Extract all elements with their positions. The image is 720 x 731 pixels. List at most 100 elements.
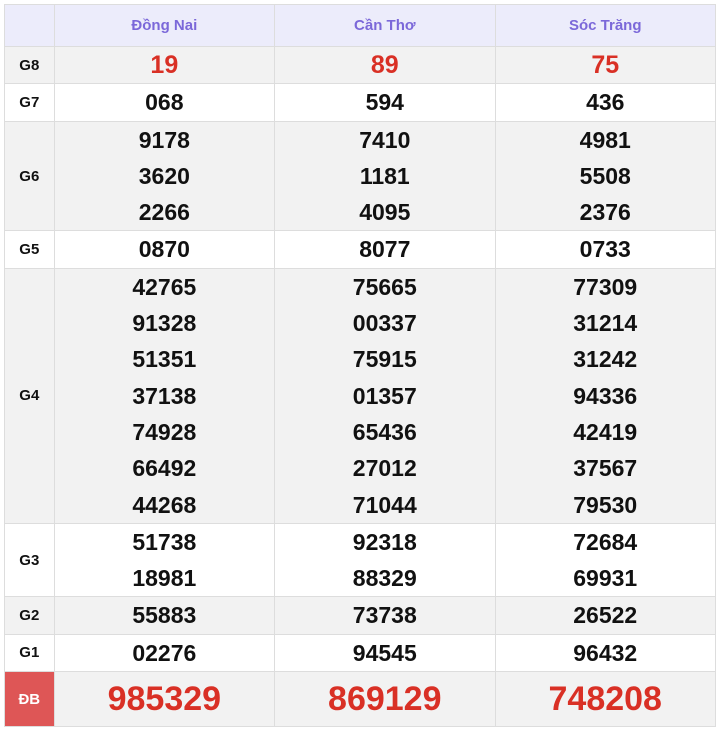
- result-number: 02276: [132, 639, 197, 666]
- result-cell: 748208: [494, 671, 717, 728]
- result-number: 7410: [359, 126, 411, 153]
- result-number: 3620: [138, 162, 190, 189]
- result-number: 37567: [573, 455, 638, 482]
- prize-row-g7: G7 068 594 436: [4, 83, 717, 122]
- result-number: 79530: [573, 491, 638, 518]
- result-cell: 89: [274, 45, 496, 85]
- prize-label: G3: [4, 522, 55, 598]
- result-number: 0733: [579, 236, 631, 263]
- result-number: 42419: [573, 418, 638, 445]
- result-number: 4981: [579, 126, 631, 153]
- result-number: 31242: [573, 346, 638, 373]
- result-number: 26522: [573, 602, 638, 629]
- result-number: 91328: [132, 310, 197, 337]
- prize-row-g2: G2 55883 73738 26522: [4, 596, 717, 635]
- result-number: 0870: [138, 236, 190, 263]
- result-number: 01357: [352, 382, 417, 409]
- result-number: 44268: [132, 491, 197, 518]
- result-number: 77309: [573, 273, 638, 300]
- result-number: 88329: [352, 565, 417, 592]
- result-cell: 72684 69931: [494, 522, 717, 598]
- result-number: 96432: [573, 639, 638, 666]
- result-number: 89: [370, 51, 399, 79]
- prize-row-g4: G4 42765 91328 51351 37138 74928 66492 44268 756…: [4, 267, 717, 524]
- result-cell: 068: [53, 83, 276, 122]
- result-number: 94336: [573, 382, 638, 409]
- result-cell: 0733: [494, 230, 717, 269]
- prize-label: G7: [4, 83, 55, 122]
- result-number: 75915: [352, 346, 417, 373]
- result-number: 869129: [328, 680, 442, 719]
- result-cell: 75: [494, 45, 717, 85]
- result-number: 748208: [548, 680, 662, 719]
- result-cell: 92318 88329: [274, 522, 496, 598]
- prize-label: G1: [4, 633, 55, 673]
- result-number: 436: [586, 89, 625, 116]
- province-header: Cần Thơ: [274, 4, 496, 47]
- result-number: 92318: [352, 528, 417, 555]
- result-number: 27012: [352, 455, 417, 482]
- corner-cell: [4, 4, 55, 47]
- result-number: 73738: [352, 602, 417, 629]
- result-cell: 4981 5508 2376: [494, 120, 717, 232]
- result-number: 1181: [359, 162, 410, 189]
- result-number: 00337: [352, 310, 417, 337]
- result-cell: 436: [494, 83, 717, 122]
- result-number: 51738: [132, 528, 197, 555]
- result-number: 71044: [352, 491, 417, 518]
- result-number: 65436: [352, 418, 417, 445]
- result-cell: 94545: [274, 633, 496, 673]
- prize-row-g5: G5 0870 8077 0733: [4, 230, 717, 269]
- result-number: 75: [591, 51, 620, 79]
- result-number: 2376: [579, 199, 631, 226]
- prize-row-g3: G3 51738 18981 92318 88329 72684 69931: [4, 522, 717, 598]
- lottery-results-table: Đồng Nai Cần Thơ Sóc Trăng G8 19 89 75 G7 068…: [4, 4, 717, 728]
- result-cell: 96432: [494, 633, 717, 673]
- result-number: 55883: [132, 602, 197, 629]
- province-header: Đồng Nai: [53, 4, 276, 47]
- result-number: 4095: [359, 199, 411, 226]
- result-number: 18981: [132, 565, 197, 592]
- result-cell: 985329: [53, 671, 276, 728]
- result-number: 66492: [132, 455, 197, 482]
- result-cell: 8077: [274, 230, 496, 269]
- prize-label: G5: [4, 230, 55, 269]
- result-number: 2266: [138, 199, 190, 226]
- result-number: 985329: [107, 680, 222, 719]
- result-cell: 19: [53, 45, 276, 85]
- result-number: 9178: [138, 126, 190, 153]
- result-cell: 0870: [53, 230, 276, 269]
- result-cell: 7410 1181 4095: [274, 120, 496, 232]
- result-cell: 73738: [274, 596, 496, 635]
- result-number: 72684: [573, 528, 638, 555]
- result-number: 74928: [132, 418, 197, 445]
- province-header: Sóc Trăng: [494, 4, 717, 47]
- result-number: 8077: [359, 236, 411, 263]
- result-number: 51351: [132, 346, 197, 373]
- prize-row-g1: G1 02276 94545 96432: [4, 633, 717, 673]
- prize-row-đb: ĐB 985329 869129 748208: [4, 671, 717, 728]
- result-number: 31214: [573, 310, 638, 337]
- result-number: 42765: [132, 273, 197, 300]
- prize-label: G8: [4, 45, 55, 85]
- result-cell: 42765 91328 51351 37138 74928 66492 44268: [53, 267, 276, 524]
- prize-label: G2: [4, 596, 55, 635]
- header-row: Đồng Nai Cần Thơ Sóc Trăng: [4, 4, 717, 47]
- prize-row-g8: G8 19 89 75: [4, 45, 717, 85]
- result-number: 068: [145, 89, 184, 116]
- result-number: 69931: [573, 565, 638, 592]
- result-number: 75665: [352, 273, 417, 300]
- result-cell: 02276: [53, 633, 276, 673]
- result-cell: 26522: [494, 596, 717, 635]
- result-cell: 594: [274, 83, 496, 122]
- prize-label: G6: [4, 120, 55, 232]
- result-number: 37138: [132, 382, 197, 409]
- prize-label: G4: [4, 267, 55, 524]
- prize-label: ĐB: [4, 671, 55, 728]
- prize-row-g6: G6 9178 3620 2266 7410 1181 4095 4981 5508 2376: [4, 120, 717, 232]
- result-cell: 869129: [274, 671, 496, 728]
- result-cell: 77309 31214 31242 94336 42419 37567 79530: [494, 267, 717, 524]
- result-cell: 51738 18981: [53, 522, 276, 598]
- result-number: 5508: [579, 162, 631, 189]
- result-number: 19: [150, 51, 179, 79]
